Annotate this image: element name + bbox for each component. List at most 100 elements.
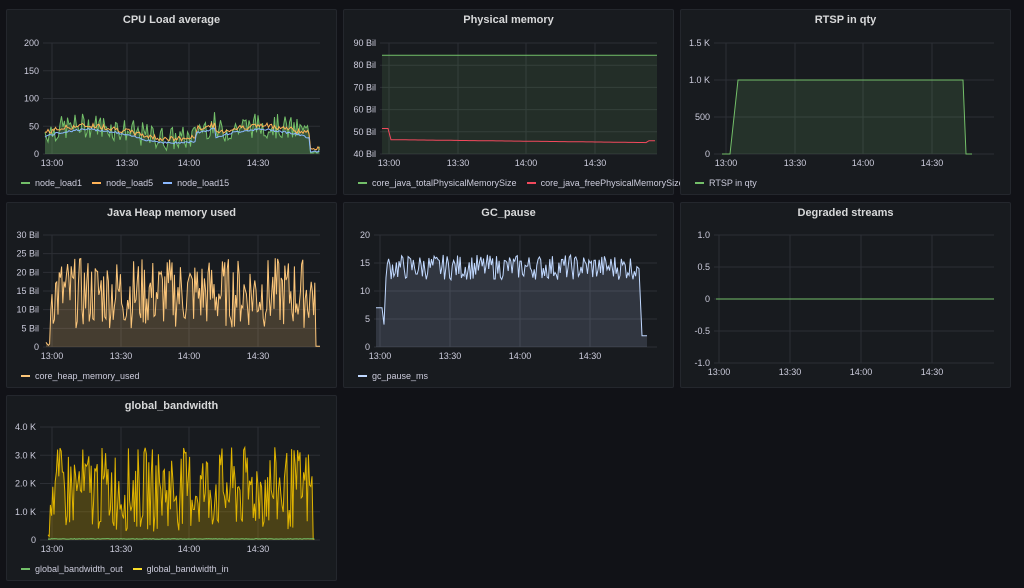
y-tick-label: 30 Bil <box>16 230 39 240</box>
x-tick-label: 14:30 <box>579 351 602 361</box>
x-tick-label: 13:00 <box>378 158 401 168</box>
rtsp-qty-line <box>722 79 972 155</box>
gc-pause-line <box>376 253 647 337</box>
node-load15-line <box>44 127 320 153</box>
x-tick-label: 13:30 <box>110 351 133 361</box>
bandwidth-chart: 0 1.0 K 2.0 K 3.0 K 4.0 K 13:00 13:30 14:00 14:3… <box>15 422 320 554</box>
x-tick-label: 14:30 <box>921 158 944 168</box>
x-tick-label: 13:00 <box>41 544 64 554</box>
panel-java-heap[interactable]: Java Heap memory used 0 5 Bil 10 Bil 15 Bil… <box>6 202 337 388</box>
legend-item[interactable]: gc_pause_ms <box>358 371 428 381</box>
y-tick-label: 5 <box>365 314 370 324</box>
y-tick-label: 70 Bil <box>353 82 376 92</box>
legend-item[interactable]: RTSP in qty <box>695 178 757 188</box>
rtsp-chart: 0 500 1.0 K 1.5 K 13:00 13:30 14:00 14:30 <box>689 38 994 168</box>
legend: core_java_totalPhysicalMemorySize core_ja… <box>358 176 694 188</box>
heap-used-area <box>46 258 320 347</box>
x-tick-label: 13:30 <box>116 158 139 168</box>
legend-swatch <box>695 182 704 184</box>
y-tick-label: 200 <box>24 38 39 48</box>
legend: node_load1 node_load5 node_load15 <box>21 176 239 188</box>
x-tick-label: 14:00 <box>515 158 538 168</box>
x-tick-label: 13:00 <box>715 158 738 168</box>
x-tick-label: 14:00 <box>178 544 201 554</box>
legend-swatch <box>21 568 30 570</box>
y-tick-label: 25 Bil <box>16 249 39 259</box>
panel-title[interactable]: global_bandwidth <box>124 400 219 412</box>
legend-label: core_java_totalPhysicalMemorySize <box>372 178 517 188</box>
x-tick-label: 14:00 <box>178 351 201 361</box>
y-tick-label: 0 <box>34 342 39 352</box>
panel-title[interactable]: Degraded streams <box>797 207 894 219</box>
y-tick-label: 0 <box>31 535 36 545</box>
x-tick-label: 13:00 <box>369 351 392 361</box>
legend-item[interactable]: node_load1 <box>21 178 82 188</box>
legend-label: RTSP in qty <box>709 178 757 188</box>
legend-swatch <box>163 182 173 184</box>
y-tick-label: 2.0 K <box>15 479 36 489</box>
panel-global-bandwidth[interactable]: global_bandwidth 0 1.0 K 2.0 K 3.0 K 4.0 K 13… <box>6 395 337 581</box>
y-tick-label: 10 <box>360 286 370 296</box>
y-tick-label: 1.0 <box>697 230 710 240</box>
legend-label: gc_pause_ms <box>372 371 429 381</box>
panel-gc-pause[interactable]: GC_pause 0 5 10 15 20 13:00 13:30 14:00 14:30 gc… <box>343 202 674 388</box>
legend-label: node_load15 <box>177 178 230 188</box>
panel-rtsp-in-qty[interactable]: RTSP in qty 0 500 1.0 K 1.5 K 13:00 13:30 14:0… <box>680 9 1011 195</box>
y-tick-label: 50 Bil <box>353 127 376 137</box>
x-tick-label: 13:30 <box>110 544 133 554</box>
panel-title[interactable]: CPU Load average <box>122 14 221 26</box>
panel-title[interactable]: GC_pause <box>481 207 536 219</box>
heap-used-line <box>45 257 320 347</box>
cpu-load-chart: 0 50 100 150 200 13:00 13:30 14:00 14:30 <box>24 38 320 168</box>
panel-cpu-load[interactable]: CPU Load average 0 50 100 150 200 13:00 13:30 1… <box>6 9 337 195</box>
legend-label: core_java_freePhysicalMemorySize <box>540 178 684 188</box>
legend-item[interactable]: core_heap_memory_used <box>21 371 140 381</box>
legend: core_heap_memory_used <box>21 369 150 381</box>
gc-pause-chart: 0 5 10 15 20 13:00 13:30 14:00 14:30 <box>360 230 657 361</box>
legend-swatch <box>358 182 367 184</box>
free-memory-line <box>382 128 655 144</box>
y-tick-label: -1.0 <box>694 358 710 368</box>
y-tick-label: 1.5 K <box>689 38 710 48</box>
total-memory-area <box>382 55 657 155</box>
panel-title[interactable]: Java Heap memory used <box>106 207 236 219</box>
legend-item[interactable]: core_java_freePhysicalMemorySize <box>526 178 684 188</box>
legend-item[interactable]: node_load5 <box>92 178 153 188</box>
x-tick-label: 14:00 <box>509 351 532 361</box>
y-tick-label: 1.0 K <box>15 507 36 517</box>
legend-swatch <box>21 182 30 184</box>
y-tick-label: 90 Bil <box>353 38 376 48</box>
legend-label: global_bandwidth_out <box>35 564 123 574</box>
legend-swatch <box>92 182 102 184</box>
legend-item[interactable]: node_load15 <box>163 178 229 188</box>
x-tick-label: 14:30 <box>584 158 607 168</box>
y-tick-label: 0 <box>34 149 39 159</box>
degraded-streams-chart: -1.0 -0.5 0 0.5 1.0 13:00 13:30 14:00 14:30 <box>694 230 994 377</box>
y-tick-label: 150 <box>24 66 39 76</box>
node-load5-line <box>44 121 320 151</box>
legend-swatch <box>358 375 367 377</box>
legend-item[interactable]: global_bandwidth_in <box>132 564 229 574</box>
x-tick-label: 14:00 <box>852 158 875 168</box>
y-tick-label: 80 Bil <box>353 60 376 70</box>
x-tick-label: 13:00 <box>41 158 64 168</box>
legend-item[interactable]: global_bandwidth_out <box>21 564 123 574</box>
panel-degraded-streams[interactable]: Degraded streams -1.0 -0.5 0 0.5 1.0 13:00 13:… <box>680 202 1011 388</box>
panel-title[interactable]: Physical memory <box>463 14 554 26</box>
legend-label: node_load5 <box>106 178 154 188</box>
y-tick-label: 40 Bil <box>353 149 376 159</box>
y-tick-label: 20 Bil <box>16 267 39 277</box>
legend-item[interactable]: core_java_totalPhysicalMemorySize <box>358 178 517 188</box>
legend-label: node_load1 <box>35 178 83 188</box>
legend-swatch <box>526 182 536 184</box>
legend-label: global_bandwidth_in <box>146 564 229 574</box>
y-tick-label: 20 <box>360 230 370 240</box>
y-tick-label: 60 Bil <box>353 105 376 115</box>
y-tick-label: 0.5 <box>697 262 710 272</box>
y-tick-label: 0 <box>705 294 710 304</box>
legend: gc_pause_ms <box>358 369 438 381</box>
panel-title[interactable]: RTSP in qty <box>814 14 877 26</box>
y-tick-label: 4.0 K <box>15 422 36 432</box>
physical-memory-chart: 40 Bil 50 Bil 60 Bil 70 Bil 80 Bil 90 Bil 13:0… <box>353 38 657 168</box>
panel-physical-memory[interactable]: Physical memory 40 Bil 50 Bil 60 Bil 70 Bil… <box>343 9 684 195</box>
